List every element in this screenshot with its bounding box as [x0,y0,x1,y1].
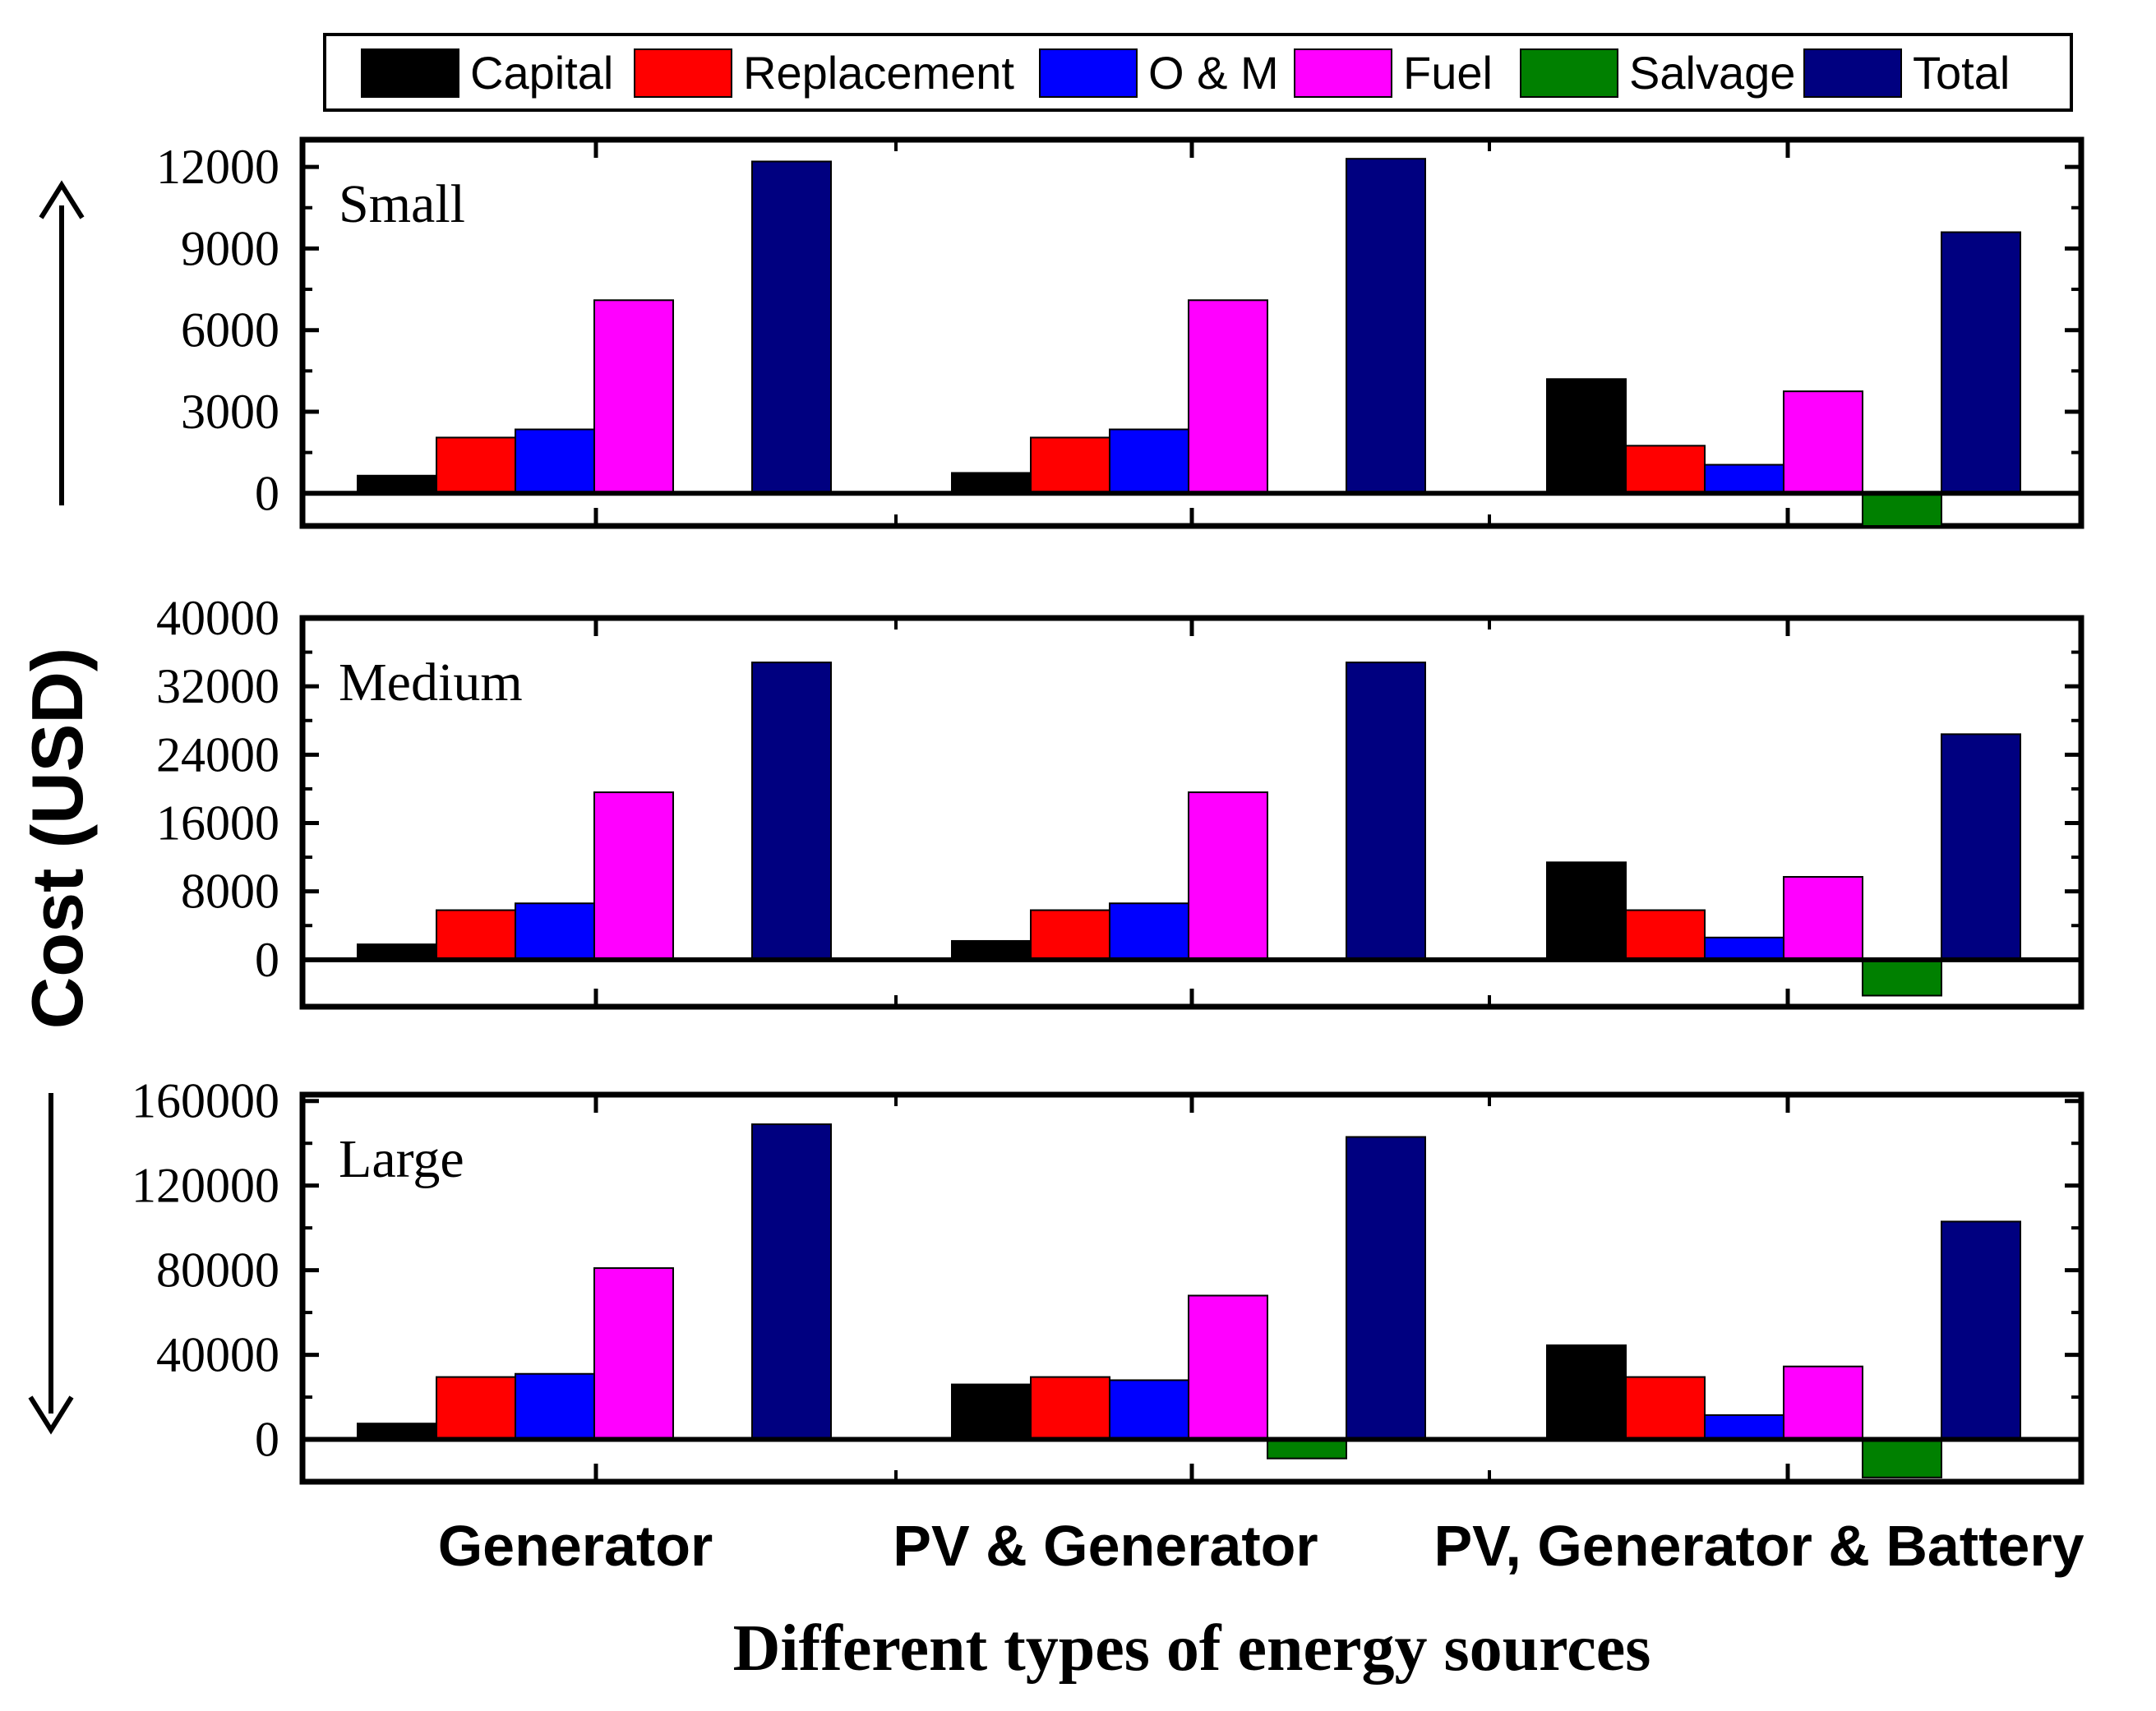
bar-small-fuel-pv-generator [1188,299,1268,495]
panel-title-large: Large [339,1129,464,1189]
bar-large-replacement-generator [436,1376,516,1441]
bar-medium-fuel-generator [593,791,674,961]
category-label-generator: Generator [438,1514,713,1578]
bar-small-o-m-generator [515,428,595,495]
y-tick-label: 9000 [181,221,279,275]
legend-label-capital: Capital [470,47,613,99]
bar-medium-total-generator [751,662,832,961]
up-arrow-icon [39,180,85,505]
bar-small-total-pv-generator [1346,158,1426,495]
bar-large-replacement-pv-generator-battery [1625,1376,1706,1441]
bar-small-total-pv-generator-battery [1941,231,2021,495]
bar-medium-capital-pv-generator [951,939,1032,961]
legend-swatch-salvage [1520,48,1618,98]
y-tick-label: 0 [255,933,279,987]
bar-medium-replacement-pv-generator [1030,909,1110,961]
bar-small-salvage-pv-generator-battery [1862,492,1942,527]
bar-small-replacement-pv-generator [1030,436,1110,495]
legend-item-capital: Capital [361,47,613,99]
legend-swatch-capital [361,48,459,98]
y-tick-label: 3000 [181,385,279,439]
bar-medium-o-m-pv-generator-battery [1704,936,1784,961]
bar-medium-total-pv-generator-battery [1941,733,2021,961]
bar-large-fuel-generator [593,1267,674,1441]
bar-large-fuel-pv-generator [1188,1294,1268,1441]
panel-medium: 0 8000 16000 24000 32000 40000 Medium [156,591,2084,1010]
legend-swatch-replacement [634,48,732,98]
y-tick-label: 24000 [156,727,279,782]
bar-medium-fuel-pv-generator-battery [1783,875,1863,961]
legend-label-total: Total [1913,47,2010,99]
bar-medium-capital-pv-generator-battery [1546,861,1627,961]
y-tick-label: 40000 [156,1328,279,1382]
y-tick-label: 120000 [132,1159,279,1213]
y-tick-label: 6000 [181,303,279,357]
y-tick-label: 12000 [156,140,279,194]
bar-small-capital-pv-generator [951,472,1032,495]
legend-swatch-o-m [1039,48,1138,98]
bar-medium-replacement-generator [436,909,516,961]
legend-swatch-fuel [1294,48,1392,98]
y-tick-label: 40000 [156,591,279,645]
panel-small: 0 3000 6000 9000 12000 Small [156,136,2084,529]
bar-small-capital-generator [357,474,437,495]
bar-small-o-m-pv-generator [1109,428,1189,495]
bar-large-salvage-pv-generator [1267,1438,1347,1460]
legend-swatch-total [1803,48,1902,98]
bar-small-replacement-generator [436,436,516,495]
y-axis-title: Cost (USD) [16,648,98,1029]
y-tick-label: 32000 [156,659,279,713]
bar-large-o-m-generator [515,1372,595,1441]
bar-large-capital-pv-generator [951,1383,1032,1441]
bar-large-total-pv-generator [1346,1136,1426,1441]
chart-legend: Capital Replacement O & M Fuel Salvage Total [323,33,2073,112]
legend-label-fuel: Fuel [1403,47,1493,99]
category-label-pv-generator: PV & Generator [893,1514,1318,1578]
y-tick-label: 0 [255,466,279,520]
y-tick-label: 8000 [181,865,279,919]
bar-medium-o-m-generator [515,902,595,961]
y-tick-label: 0 [255,1413,279,1467]
bar-medium-o-m-pv-generator [1109,902,1189,961]
panel-title-medium: Medium [339,653,523,713]
bar-large-salvage-pv-generator-battery [1862,1438,1942,1478]
legend-item-total: Total [1803,47,2010,99]
bar-medium-replacement-pv-generator-battery [1625,909,1706,961]
bar-small-replacement-pv-generator-battery [1625,445,1706,495]
legend-item-replacement: Replacement [634,47,1014,99]
category-label-pv-generator-battery: PV, Generator & Battery [1433,1514,2084,1578]
bar-small-fuel-generator [593,299,674,495]
y-tick-label: 80000 [156,1243,279,1298]
panel-title-small: Small [339,174,465,234]
x-axis-title: Different types of energy sources [733,1612,1651,1685]
bar-large-capital-pv-generator-battery [1546,1344,1627,1441]
bar-large-o-m-pv-generator [1109,1379,1189,1441]
bar-large-total-pv-generator-battery [1941,1220,2021,1441]
y-tick-label: 16000 [156,796,279,850]
legend-item-fuel: Fuel [1294,47,1493,99]
bar-medium-total-pv-generator [1346,662,1426,961]
down-arrow-icon [28,1093,74,1435]
panel-large: 0 40000 80000 120000 160000 Large [132,1074,2084,1485]
legend-label-replacement: Replacement [743,47,1014,99]
bar-small-fuel-pv-generator-battery [1783,390,1863,495]
bar-large-total-generator [751,1123,832,1441]
bar-large-replacement-pv-generator [1030,1376,1110,1441]
legend-item-salvage: Salvage [1520,47,1795,99]
y-tick-label: 160000 [132,1074,279,1128]
legend-label-salvage: Salvage [1629,47,1795,99]
bar-small-total-generator [751,160,832,495]
bar-medium-salvage-pv-generator-battery [1862,958,1942,997]
bar-large-o-m-pv-generator-battery [1704,1414,1784,1441]
bar-small-capital-pv-generator-battery [1546,378,1627,495]
legend-label-o-m: O & M [1148,47,1279,99]
bar-small-o-m-pv-generator-battery [1704,463,1784,495]
legend-box [323,33,2073,112]
legend-item-o-m: O & M [1039,47,1279,99]
bar-large-fuel-pv-generator-battery [1783,1365,1863,1441]
bar-medium-fuel-pv-generator [1188,791,1268,961]
